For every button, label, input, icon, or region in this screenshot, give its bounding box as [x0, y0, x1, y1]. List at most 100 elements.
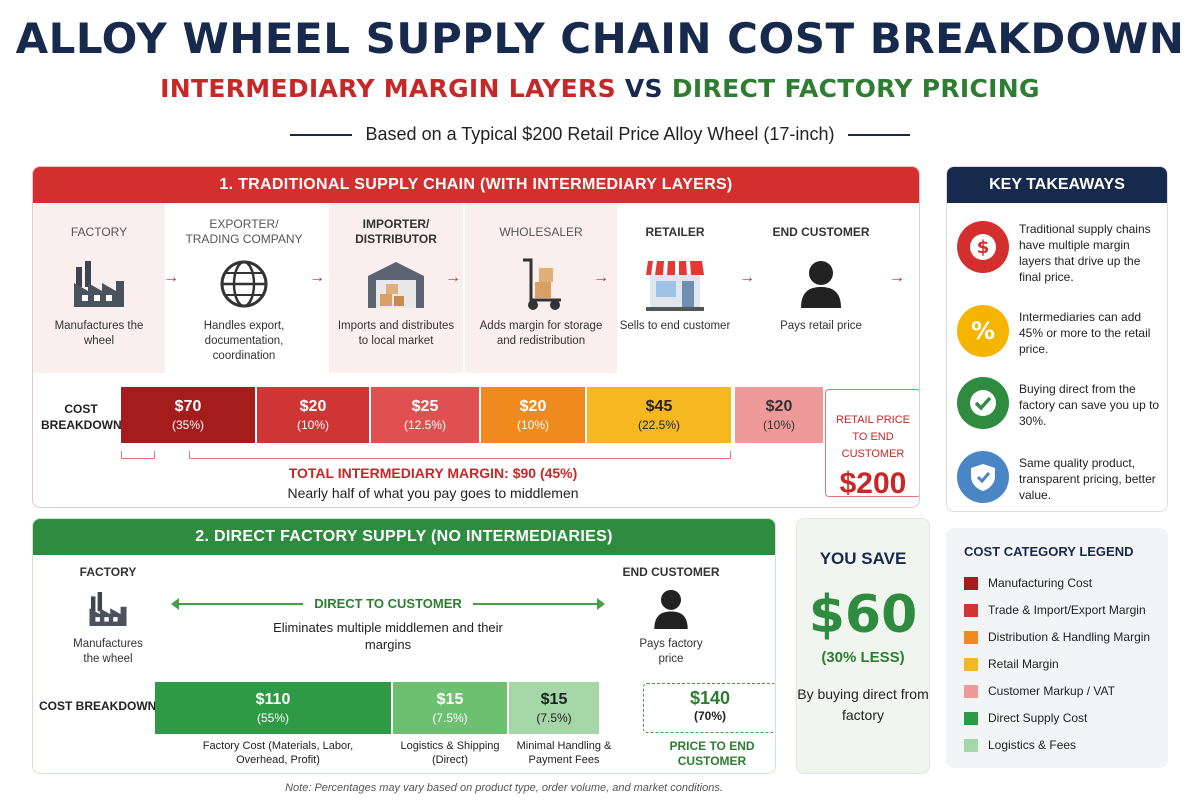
savings-title: YOU SAVE	[819, 549, 907, 568]
segment-pct: (35%)	[171, 418, 204, 432]
stage-retailer: RETAILER Sells to end customer	[613, 203, 737, 373]
segment-value: $25	[411, 398, 439, 415]
stage-title: RETAILER	[645, 224, 705, 239]
stage-end-customer: END CUSTOMER Pays retail price	[759, 203, 883, 373]
segment-pct: (12.5%)	[403, 418, 447, 432]
stage-desc: Sells to end customer	[619, 320, 731, 332]
segment-pct: (22.5%)	[637, 418, 681, 432]
legend-swatch	[964, 739, 978, 753]
takeaway-text: Buying direct from the factory can save …	[1019, 382, 1160, 428]
subtitle-direct: DIRECT FACTORY PRICING	[671, 74, 1040, 103]
arrow-right-icon: →	[163, 269, 179, 286]
stage-desc: Pays retail price	[780, 320, 862, 332]
savings-amount: $60	[808, 585, 918, 645]
legend-swatch	[964, 712, 978, 726]
takeaway-text: Intermediaries can add 45% or more to th…	[1019, 310, 1151, 356]
stage-title: EXPORTER/ TRADING COMPANY	[185, 217, 303, 246]
stage-title: END CUSTOMER	[622, 565, 720, 579]
arrow-right-icon: →	[593, 269, 609, 286]
segment-value: $20	[765, 398, 793, 415]
factory-icon	[33, 249, 165, 319]
factory-price-value: $140	[689, 688, 731, 708]
segment-retail: $45 (22.5%)	[587, 387, 731, 443]
takeaway-text: Traditional supply chains have multiple …	[1019, 222, 1151, 284]
arrow-right-icon: →	[445, 269, 461, 286]
legend-swatch	[964, 685, 978, 699]
warehouse-icon	[329, 249, 463, 319]
segment-pct: (7.5%)	[432, 711, 468, 725]
subtitle-vs: VS	[624, 74, 663, 103]
stage-title: IMPORTER/ DISTRIBUTOR	[355, 217, 437, 246]
page-title: ALLOY WHEEL SUPPLY CHAIN COST BREAKDOWN	[15, 14, 1185, 63]
savings-description: By buying direct from factory	[797, 686, 929, 723]
direct-heading: 2. DIRECT FACTORY SUPPLY (NO INTERMEDIAR…	[33, 519, 775, 555]
segment-factory-cost: $110 (55%)	[155, 682, 391, 734]
segment-value: $70	[174, 398, 202, 415]
legend-item: Direct Supply Cost	[964, 711, 1088, 726]
legend-label: Customer Markup / VAT	[988, 684, 1115, 698]
legend-label: Retail Margin	[988, 657, 1059, 671]
intermediary-bracket	[189, 451, 731, 459]
dollar-icon: $	[957, 221, 1009, 273]
stage-title: WHOLESALER	[499, 224, 583, 239]
segment-note: Logistics & Shipping (Direct)	[400, 740, 500, 766]
segment-value: $15	[436, 691, 464, 708]
divider	[289, 134, 352, 137]
legend-item: Trade & Import/Export Margin	[964, 603, 1146, 618]
legend-swatch	[964, 658, 978, 672]
direct-end-customer: END CUSTOMER Pays factory price	[609, 565, 733, 667]
direct-supply-panel: 2. DIRECT FACTORY SUPPLY (NO INTERMEDIAR…	[32, 518, 776, 774]
stage-title: END CUSTOMER	[772, 224, 870, 239]
cost-breakdown-label: COST BREAKDOWN	[41, 402, 122, 432]
stage-desc: Manufactures the wheel	[73, 638, 143, 665]
legend-title: COST CATEGORY LEGEND	[964, 544, 1134, 559]
segment-distribution: $20 (10%)	[481, 387, 585, 443]
takeaway-item: Buying direct from the factory can save …	[957, 377, 1163, 443]
direct-factory: FACTORY Manufactures the wheel	[53, 565, 163, 667]
total-margin: TOTAL INTERMEDIARY MARGIN: $90 (45%)	[288, 465, 578, 481]
segment-logistics: $15 (7.5%)	[393, 682, 507, 734]
legend-swatch	[964, 577, 978, 591]
factory-price-box: $140 (70%)	[643, 683, 775, 733]
arrow-right-icon: →	[739, 269, 755, 286]
storefront-icon	[613, 249, 737, 319]
page-subtitle: INTERMEDIARY MARGIN LAYERS VS DIRECT FAC…	[0, 74, 1200, 103]
savings-percent: (30% LESS)	[821, 649, 905, 666]
legend-label: Logistics & Fees	[988, 738, 1077, 752]
segment-manufacturing: $70 (35%)	[121, 387, 255, 443]
legend-label: Manufacturing Cost	[988, 576, 1093, 590]
legend-item: Distribution & Handling Margin	[964, 630, 1151, 645]
stage-desc: Imports and distributes to local market	[337, 320, 455, 347]
factory-icon	[53, 585, 163, 633]
legend-item: Logistics & Fees	[964, 738, 1077, 753]
legend-swatch	[964, 631, 978, 645]
hand-truck-icon	[465, 249, 617, 319]
segment-trade: $20 (10%)	[257, 387, 369, 443]
retail-price-box: RETAIL PRICE TO END CUSTOMER $200	[825, 389, 919, 500]
traditional-heading: 1. TRADITIONAL SUPPLY CHAIN (WITH INTERM…	[33, 167, 919, 203]
percent-icon: %	[957, 305, 1009, 357]
segment-handling: $15 (7.5%)	[509, 682, 599, 734]
legend-label: Direct Supply Cost	[988, 711, 1088, 725]
segment-pct: (10%)	[296, 418, 329, 432]
legend-label: Distribution & Handling Margin	[988, 630, 1151, 644]
checkmark-icon	[957, 377, 1009, 429]
takeaway-item: % Intermediaries can add 45% or more to …	[957, 305, 1163, 371]
retail-price-label: RETAIL PRICE TO END CUSTOMER	[836, 414, 910, 460]
segment-value: $15	[540, 691, 568, 708]
takeaway-item: $ Traditional supply chains have multipl…	[957, 221, 1163, 287]
cost-breakdown-label: COST BREAKDOWN	[39, 699, 157, 713]
direct-description: Eliminates multiple middlemen and their …	[273, 620, 503, 652]
legend-item: Manufacturing Cost	[964, 576, 1093, 591]
key-takeaways-heading: KEY TAKEAWAYS	[947, 167, 1167, 203]
takeaway-text: Same quality product, transparent pricin…	[1019, 456, 1156, 502]
segment-value: $20	[519, 398, 547, 415]
segment-note: Minimal Handling & Payment Fees	[516, 740, 612, 766]
shield-icon	[957, 451, 1009, 503]
stage-desc: Pays factory price	[639, 638, 703, 665]
arrow-right-icon: →	[309, 269, 325, 286]
bracket	[121, 451, 155, 459]
key-takeaways-panel: KEY TAKEAWAYS $ Traditional supply chain…	[946, 166, 1168, 512]
divider	[848, 134, 911, 137]
subtitle-intermediary: INTERMEDIARY MARGIN LAYERS	[160, 74, 616, 103]
